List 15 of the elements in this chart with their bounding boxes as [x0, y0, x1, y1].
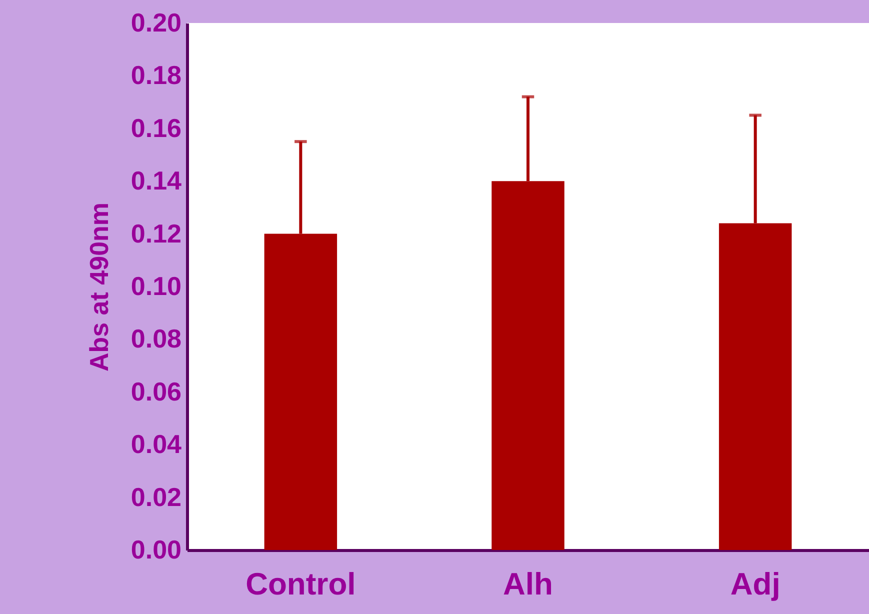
- y-tick-label: 0.12: [130, 218, 182, 248]
- y-tick-label: 0.20: [130, 8, 182, 38]
- y-tick-label: 0.02: [130, 482, 182, 512]
- y-tick-label: 0.08: [130, 324, 182, 354]
- x-tick-label: Alh: [503, 566, 553, 602]
- x-tick-label: Control: [246, 566, 356, 602]
- y-tick-label: 0.18: [130, 60, 182, 90]
- x-tick-label: Adj: [730, 566, 780, 602]
- y-tick-label: 0.04: [130, 429, 182, 460]
- y-tick-label: 0.10: [130, 271, 182, 301]
- y-tick-label: 0.06: [130, 376, 182, 406]
- y-tick-label: 0.14: [130, 166, 182, 196]
- y-axis-title: Abs at 490nm: [84, 202, 114, 372]
- y-tick-label: 0.16: [130, 112, 182, 143]
- y-tick-label: 0.00: [130, 534, 182, 564]
